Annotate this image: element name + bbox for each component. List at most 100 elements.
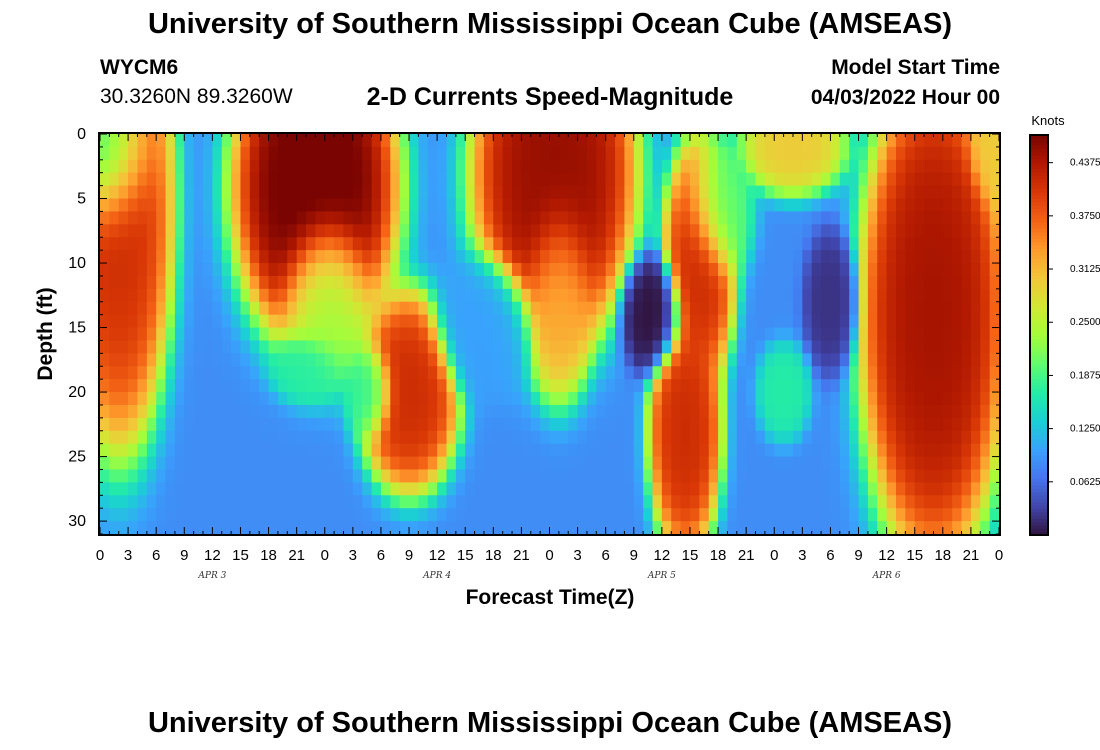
heatmap-cell	[718, 159, 729, 174]
heatmap-cell	[577, 469, 588, 483]
heatmap-cell	[184, 198, 195, 213]
heatmap-cells	[100, 134, 1000, 535]
heatmap-cell	[174, 353, 185, 367]
heatmap-cell	[418, 275, 429, 290]
heatmap-cell	[362, 159, 373, 174]
heatmap-cell	[924, 275, 935, 290]
heatmap-cell	[558, 237, 569, 251]
heatmap-cell	[839, 159, 850, 174]
heatmap-cell	[268, 288, 279, 303]
heatmap-cell	[802, 146, 813, 161]
heatmap-cell	[530, 456, 541, 471]
heatmap-cell	[549, 327, 560, 342]
heatmap-cell	[530, 327, 541, 342]
heatmap-cell	[942, 443, 953, 458]
heatmap-cell	[568, 430, 579, 445]
heatmap-cell	[643, 430, 654, 445]
heatmap-cell	[474, 263, 485, 277]
heatmap-cell	[427, 430, 438, 445]
heatmap-cell	[212, 366, 223, 380]
heatmap-cell	[867, 456, 878, 471]
heatmap-cell	[240, 366, 251, 380]
heatmap-cell	[474, 237, 485, 251]
heatmap-cell	[446, 275, 457, 290]
heatmap-cell	[390, 275, 401, 290]
heatmap-cell	[914, 250, 925, 264]
heatmap-cell	[174, 340, 185, 354]
heatmap-cell	[540, 353, 551, 367]
heatmap-cell	[783, 224, 794, 238]
heatmap-cell	[792, 443, 803, 458]
heatmap-cell	[961, 521, 972, 535]
heatmap-cell	[399, 404, 410, 419]
heatmap-cell	[671, 482, 682, 496]
heatmap-cell	[399, 495, 410, 509]
heatmap-cell	[727, 134, 738, 148]
heatmap-cell	[624, 495, 635, 509]
heatmap-cell	[568, 495, 579, 509]
heatmap-cell	[343, 482, 354, 496]
heatmap-cell	[708, 379, 719, 393]
heatmap-cell	[802, 430, 813, 445]
heatmap-cell	[287, 495, 298, 509]
heatmap-cell	[324, 275, 335, 290]
heatmap-cell	[512, 379, 522, 393]
heatmap-cell	[306, 366, 316, 380]
heatmap-cell	[146, 379, 157, 393]
heatmap-cell	[783, 263, 794, 277]
heatmap-cell	[512, 456, 522, 471]
heatmap-cell	[296, 508, 307, 522]
heatmap-cell	[633, 456, 644, 471]
heatmap-cell	[184, 224, 195, 238]
heatmap-cell	[483, 250, 494, 264]
heatmap-cell	[643, 146, 654, 161]
heatmap-cell	[128, 443, 139, 458]
heatmap-cell	[905, 146, 916, 161]
heatmap-cell	[661, 482, 672, 496]
heatmap-cell	[961, 198, 972, 213]
heatmap-cell	[895, 417, 906, 432]
heatmap-cell	[708, 443, 719, 458]
heatmap-cell	[652, 288, 663, 303]
heatmap-cell	[708, 430, 719, 445]
heatmap-cell	[643, 211, 654, 225]
heatmap-cell	[858, 275, 869, 290]
heatmap-cell	[549, 224, 560, 238]
heatmap-cell	[736, 250, 747, 264]
heatmap-cell	[830, 366, 841, 380]
heatmap-cell	[792, 469, 803, 483]
heatmap-cell	[895, 263, 906, 277]
heatmap-cell	[914, 417, 925, 432]
heatmap-cell	[427, 417, 438, 432]
heatmap-cell	[437, 469, 448, 483]
heatmap-cell	[933, 134, 944, 148]
heatmap-cell	[362, 263, 373, 277]
x-tick-label: 18	[710, 547, 727, 564]
heatmap-cell	[512, 469, 522, 483]
heatmap-cell	[334, 469, 345, 483]
heatmap-cell	[203, 275, 213, 290]
heatmap-cell	[755, 443, 766, 458]
heatmap-cell	[577, 198, 588, 213]
heatmap-cell	[193, 263, 204, 277]
heatmap-cell	[718, 482, 729, 496]
heatmap-cell	[268, 443, 279, 458]
heatmap-cell	[830, 224, 841, 238]
heatmap-cell	[296, 404, 307, 419]
heatmap-cell	[914, 340, 925, 354]
heatmap-cell	[371, 521, 382, 535]
heatmap-cell	[942, 430, 953, 445]
heatmap-cell	[699, 172, 710, 187]
heatmap-cell	[184, 366, 195, 380]
heatmap-cell	[549, 392, 560, 406]
heatmap-cell	[549, 417, 560, 432]
heatmap-cell	[727, 482, 738, 496]
heatmap-cell	[483, 379, 494, 393]
heatmap-cell	[652, 250, 663, 264]
heatmap-cell	[418, 482, 429, 496]
heatmap-cell	[615, 366, 626, 380]
heatmap-cell	[558, 211, 569, 225]
heatmap-cell	[689, 301, 700, 316]
heatmap-cell	[774, 250, 785, 264]
heatmap-cell	[924, 327, 935, 342]
